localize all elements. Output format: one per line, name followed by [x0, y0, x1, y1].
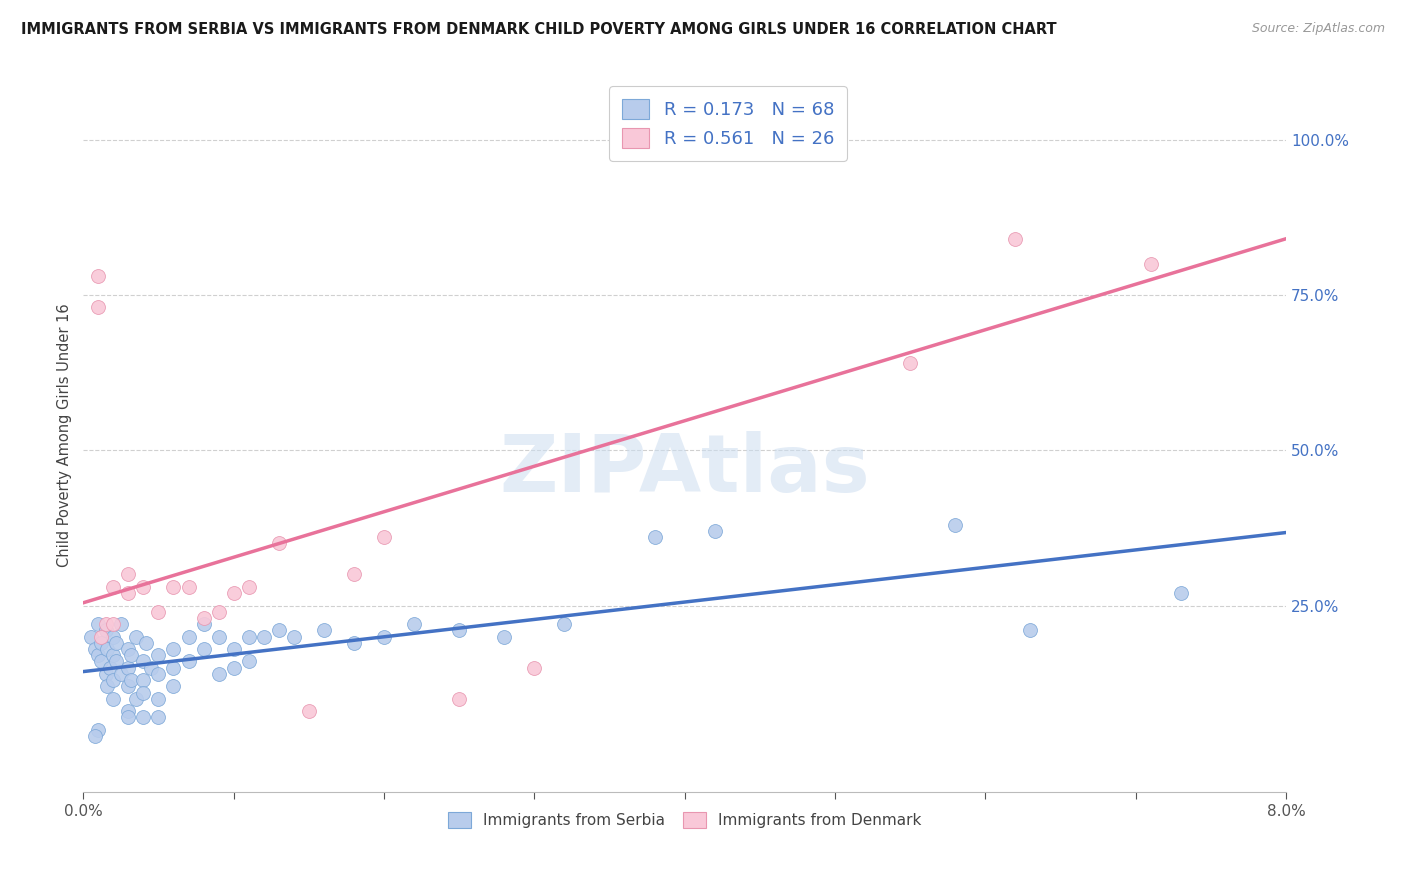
Point: [373, 630, 395, 644]
Point: [132, 655, 155, 669]
Point: [117, 710, 139, 724]
Point: [238, 630, 260, 644]
Point: [553, 617, 575, 632]
Point: [105, 655, 128, 669]
Point: [222, 642, 245, 657]
Point: [267, 624, 290, 638]
Y-axis label: Child Poverty Among Girls Under 16: Child Poverty Among Girls Under 16: [58, 303, 72, 566]
Point: [253, 630, 276, 644]
Point: [644, 530, 666, 544]
Point: [193, 617, 215, 632]
Point: [90, 655, 112, 669]
Point: [298, 704, 321, 718]
Point: [125, 630, 148, 644]
Point: [943, 517, 966, 532]
Point: [267, 536, 290, 550]
Point: [673, 132, 696, 146]
Point: [94, 617, 117, 632]
Point: [103, 617, 125, 632]
Point: [148, 605, 170, 619]
Point: [132, 580, 155, 594]
Point: [162, 661, 184, 675]
Point: [177, 655, 200, 669]
Point: [98, 661, 121, 675]
Point: [132, 673, 155, 687]
Text: Source: ZipAtlas.com: Source: ZipAtlas.com: [1251, 22, 1385, 36]
Point: [87, 617, 110, 632]
Point: [117, 642, 139, 657]
Point: [103, 691, 125, 706]
Point: [207, 630, 229, 644]
Point: [177, 580, 200, 594]
Point: [343, 636, 366, 650]
Point: [177, 630, 200, 644]
Point: [494, 630, 516, 644]
Point: [148, 667, 170, 681]
Point: [343, 567, 366, 582]
Point: [110, 617, 132, 632]
Point: [207, 605, 229, 619]
Point: [1019, 624, 1042, 638]
Point: [117, 679, 139, 693]
Point: [148, 691, 170, 706]
Point: [193, 611, 215, 625]
Point: [84, 729, 107, 743]
Point: [103, 630, 125, 644]
Point: [96, 679, 118, 693]
Point: [1004, 232, 1026, 246]
Point: [312, 624, 335, 638]
Point: [283, 630, 305, 644]
Point: [238, 655, 260, 669]
Point: [117, 704, 139, 718]
Point: [87, 269, 110, 284]
Point: [1170, 586, 1192, 600]
Point: [162, 580, 184, 594]
Point: [148, 710, 170, 724]
Point: [132, 685, 155, 699]
Point: [132, 710, 155, 724]
Point: [94, 667, 117, 681]
Point: [117, 661, 139, 675]
Point: [103, 580, 125, 594]
Point: [87, 648, 110, 663]
Point: [222, 661, 245, 675]
Point: [84, 642, 107, 657]
Point: [148, 648, 170, 663]
Point: [103, 673, 125, 687]
Point: [87, 723, 110, 737]
Point: [238, 580, 260, 594]
Point: [898, 356, 921, 370]
Legend: Immigrants from Serbia, Immigrants from Denmark: Immigrants from Serbia, Immigrants from …: [441, 805, 928, 834]
Point: [207, 667, 229, 681]
Point: [373, 530, 395, 544]
Point: [449, 691, 471, 706]
Point: [103, 648, 125, 663]
Point: [162, 679, 184, 693]
Point: [120, 673, 142, 687]
Point: [523, 661, 546, 675]
Point: [1139, 257, 1161, 271]
Point: [139, 661, 162, 675]
Point: [105, 636, 128, 650]
Text: IMMIGRANTS FROM SERBIA VS IMMIGRANTS FROM DENMARK CHILD POVERTY AMONG GIRLS UNDE: IMMIGRANTS FROM SERBIA VS IMMIGRANTS FRO…: [21, 22, 1057, 37]
Point: [120, 648, 142, 663]
Point: [135, 636, 157, 650]
Point: [125, 691, 148, 706]
Point: [90, 636, 112, 650]
Point: [222, 586, 245, 600]
Point: [162, 642, 184, 657]
Point: [117, 567, 139, 582]
Point: [110, 667, 132, 681]
Point: [94, 624, 117, 638]
Point: [449, 624, 471, 638]
Point: [96, 642, 118, 657]
Point: [80, 630, 103, 644]
Point: [87, 301, 110, 315]
Text: ZIPAtlas: ZIPAtlas: [499, 432, 870, 509]
Point: [117, 586, 139, 600]
Point: [90, 630, 112, 644]
Point: [193, 642, 215, 657]
Point: [703, 524, 725, 538]
Point: [402, 617, 425, 632]
